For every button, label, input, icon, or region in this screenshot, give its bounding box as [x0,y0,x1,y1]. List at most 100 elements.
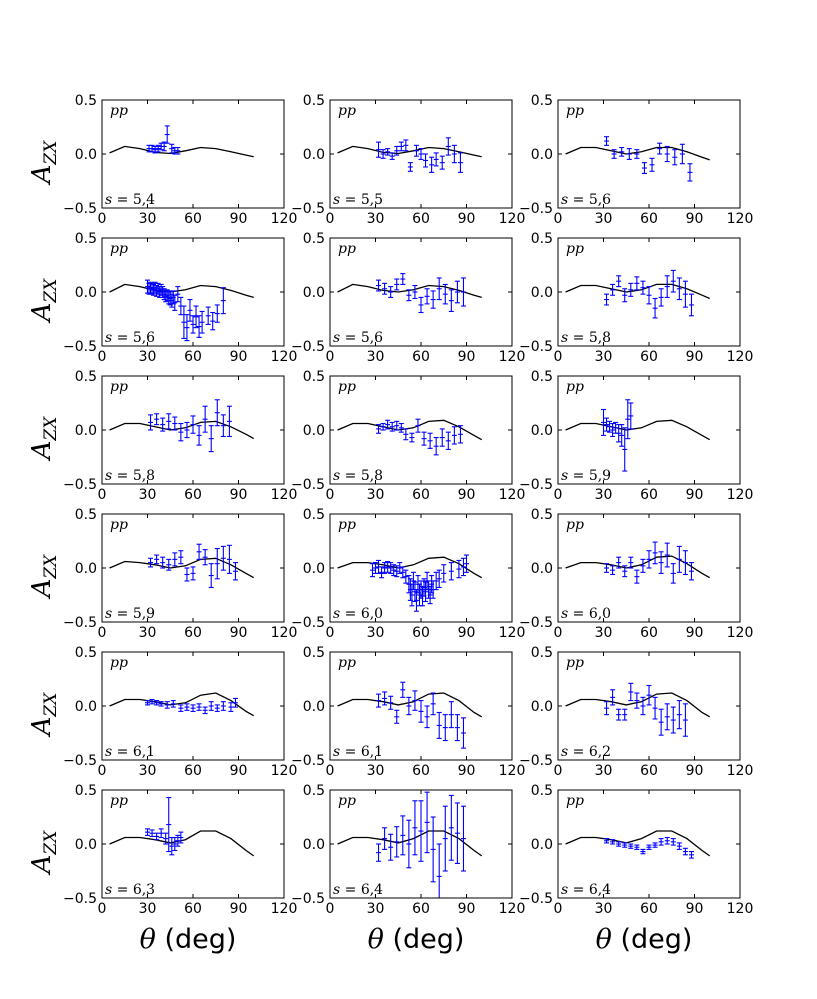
y-tick-label: 0.5 [75,369,97,385]
y-tick-label: 0.5 [531,231,553,247]
theory-curve [109,420,255,440]
x-tick-label: 30 [139,211,157,227]
data-point [164,701,170,709]
data-point [448,794,454,861]
data-point [634,149,640,159]
energy-label-var: s [561,744,568,760]
y-tick-label: 0.0 [75,699,97,715]
reaction-label: pp [338,103,356,119]
data-point [454,802,460,864]
data-point [148,557,154,568]
energy-label-var: s [105,330,112,346]
data-point [646,844,652,850]
data-point [400,566,406,579]
x-tick-label: 30 [139,763,157,779]
x-tick-label: 90 [230,763,248,779]
data-point [226,405,232,438]
y-tick-label: −0.5 [63,339,97,355]
data-point [187,299,193,322]
data-point [190,415,196,434]
data-point [172,416,178,431]
energy-label: s = 6,4 [561,882,611,898]
y-tick-label: 0.5 [531,93,553,109]
x-tick-label: 120 [727,625,754,641]
data-point [670,563,676,584]
energy-label: s = 5,5 [333,192,383,208]
data-point [400,815,406,856]
y-tick-label: 0.5 [531,369,553,385]
energy-label-value: 5,9 [589,468,611,484]
reaction-label: pp [566,517,584,533]
data-point [682,847,688,856]
data-point [679,143,685,165]
data-point [657,142,663,155]
y-tick-label: −0.5 [519,201,553,217]
data-point [403,428,409,441]
data-point [389,421,395,432]
data-point [652,541,658,565]
data-point [423,153,429,168]
y-tick-label: −0.5 [63,753,97,769]
data-point [628,282,634,297]
data-point [148,414,154,431]
x-tick-label: 30 [367,763,385,779]
y-tick-label: 0.0 [303,837,325,853]
data-point [389,152,395,160]
data-point [628,843,634,849]
data-point [214,304,220,323]
data-point [152,145,158,154]
data-point [172,836,178,852]
data-point [397,562,403,574]
data-point [398,141,404,152]
data-point [688,851,694,859]
energy-label-eq: = [340,468,361,484]
data-point [394,565,400,578]
x-axis-label: θ (deg) [368,924,465,955]
energy-label-value: 5,6 [361,330,383,346]
x-tick-label: 30 [367,487,385,503]
energy-label-value: 6,1 [133,744,155,760]
energy-label-eq: = [112,882,133,898]
data-point [169,836,175,856]
panel: 0 30 60 90 120 0.5 0.0 −0.5 pp s = 5,6 [291,231,525,365]
data-point [616,275,622,288]
energy-label-eq: = [340,744,361,760]
panel: 0 30 60 90 120 0.5 0.0 −0.5 pp s = 5,8 [63,369,297,503]
x-tick-label: 30 [595,349,613,365]
y-tick-label: 0.0 [75,423,97,439]
data-point [376,141,382,158]
data-point [158,701,164,707]
data-point [604,838,610,844]
data-point [403,569,409,584]
data-point [646,550,652,569]
x-tick-label: 120 [271,625,298,641]
x-axis-label-var: θ [368,924,384,955]
panel: 0 30 60 90 120 0.5 0.0 −0.5 pp s = 6,4 [519,783,753,917]
x-tick-label: 60 [412,211,430,227]
data-point [421,431,427,446]
data-point [460,717,466,749]
data-point [178,550,184,565]
y-tick-label: 0.5 [303,231,325,247]
data-point [682,550,688,576]
panel: 0 30 60 90 120 0.5 0.0 −0.5 pp s = 6,2 [519,645,753,779]
data-point [436,569,442,588]
x-tick-label: 60 [640,349,658,365]
energy-label: s = 6,1 [105,744,155,760]
panel: 0 30 60 90 120 0.5 0.0 −0.5 pp s = 5,6 [519,93,753,227]
data-point [460,277,466,307]
y-axis-label-main: A [27,303,57,324]
x-tick-label: 90 [230,211,248,227]
x-tick-label: 30 [367,349,385,365]
data-point [454,280,460,304]
x-tick-label: 60 [412,625,430,641]
data-point [388,695,394,710]
x-axis-label-var: θ [596,924,612,955]
x-tick-label: 60 [412,349,430,365]
x-tick-label: 30 [139,487,157,503]
data-point [429,156,435,173]
data-point [649,157,655,172]
y-tick-label: 0.5 [303,93,325,109]
data-point [406,696,412,716]
reaction-label: pp [110,241,128,257]
